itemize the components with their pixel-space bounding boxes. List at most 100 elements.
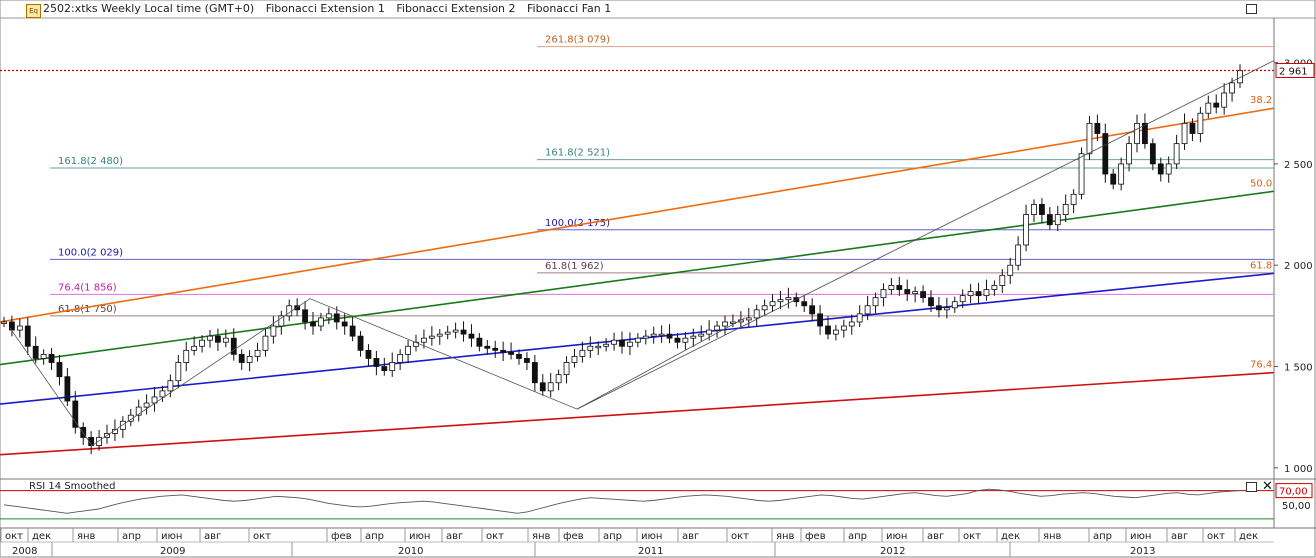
candle-body xyxy=(135,406,142,416)
candle-body xyxy=(325,313,332,319)
candle-body xyxy=(1213,102,1220,108)
candle-body xyxy=(468,333,475,339)
candle-body xyxy=(262,335,269,351)
candle-body xyxy=(999,274,1006,286)
indicator-fib-ext-1[interactable]: Fibonacci Extension 1 xyxy=(265,2,385,15)
month-label: фев xyxy=(563,531,584,542)
rsi-close-icon[interactable]: ✕ xyxy=(1262,479,1273,494)
indicator-fib-ext-2[interactable]: Fibonacci Extension 2 xyxy=(396,2,516,15)
candle-body xyxy=(167,380,174,392)
rsi-maximize-icon[interactable] xyxy=(1246,482,1257,492)
candle-body xyxy=(175,362,182,382)
candle-body xyxy=(959,295,966,303)
candle-body xyxy=(389,362,396,371)
candle-body xyxy=(555,374,562,384)
month-label: окт xyxy=(963,531,981,542)
candle-body xyxy=(1197,112,1204,134)
candle-body xyxy=(627,341,633,347)
candle-body xyxy=(722,321,728,327)
candle-body xyxy=(230,337,237,355)
price-tick-label: 1 000 xyxy=(1284,464,1313,475)
month-label: апр xyxy=(1093,531,1112,542)
maximize-icon[interactable] xyxy=(1246,4,1257,14)
fan-line-label: 61.8 xyxy=(1250,260,1272,271)
candle-body xyxy=(270,325,277,337)
rsi-title[interactable]: RSI 14 Smoothed xyxy=(29,481,116,492)
candle-body xyxy=(397,353,404,363)
rsi-tick-70: 70,00 xyxy=(1279,487,1308,498)
fib-level-label: 100.0(2 029) xyxy=(58,247,123,258)
candle-body xyxy=(207,335,213,341)
month-label: июн xyxy=(1130,531,1151,542)
candle-body xyxy=(215,335,221,343)
candle-body xyxy=(1039,204,1045,215)
candle-body xyxy=(159,390,166,398)
candle-body xyxy=(476,337,483,347)
candle-body xyxy=(833,329,839,335)
candle-body xyxy=(373,358,380,367)
candle-body xyxy=(64,376,71,402)
candle-body xyxy=(682,337,689,343)
candle-body xyxy=(801,301,808,307)
candle-body xyxy=(278,315,285,327)
candle-body xyxy=(769,301,776,307)
symbol-label[interactable]: 2502:xtks Weekly Local time (GMT+0) xyxy=(43,2,255,15)
month-label: окт xyxy=(5,531,23,542)
month-label: апр xyxy=(365,531,384,542)
candle-body xyxy=(714,325,720,331)
month-label: авг xyxy=(446,531,463,542)
price-tick-label: 1 500 xyxy=(1284,363,1313,374)
candle-body xyxy=(16,325,23,331)
candle-body xyxy=(809,305,816,315)
candle-body xyxy=(72,400,79,428)
candle-body xyxy=(1149,143,1156,165)
candle-body xyxy=(896,285,903,290)
candle-body xyxy=(32,345,39,359)
candle-body xyxy=(1110,173,1117,185)
candle-body xyxy=(825,325,831,335)
month-label: июн xyxy=(161,531,182,542)
candle-body xyxy=(975,291,982,297)
price-tick-label: 2 000 xyxy=(1284,261,1313,272)
candle-body xyxy=(579,349,586,357)
candle-body xyxy=(381,366,388,371)
year-label: 2013 xyxy=(1130,546,1155,557)
candle-body xyxy=(460,329,467,335)
candle-body xyxy=(1102,133,1109,175)
year-label: 2009 xyxy=(160,546,185,557)
candle-body xyxy=(1221,92,1228,108)
candle-body xyxy=(983,289,990,297)
candle-body xyxy=(1031,204,1037,215)
candle-body xyxy=(1173,143,1180,165)
candle-body xyxy=(48,353,55,363)
fan-line-label: 50.0 xyxy=(1250,178,1272,189)
candle-body xyxy=(1157,163,1164,175)
fib-level-label: 100.0(2 175) xyxy=(545,218,610,229)
fib-level-label: 261.8(3 079) xyxy=(545,35,610,46)
candle-body xyxy=(199,339,205,347)
candle-body xyxy=(753,309,760,319)
month-label: авг xyxy=(1171,531,1188,542)
candle-body xyxy=(428,335,435,339)
candle-body xyxy=(516,353,522,359)
fib-level-label: 161.8(2 521) xyxy=(545,148,610,159)
candle-body xyxy=(991,285,998,290)
month-label: янв xyxy=(1043,531,1062,542)
year-label: 2010 xyxy=(398,546,423,557)
month-label: фев xyxy=(331,531,352,542)
candle-body xyxy=(119,420,126,430)
month-label: апр xyxy=(848,531,867,542)
candle-body xyxy=(9,321,15,331)
extension-helper-path xyxy=(9,298,746,447)
candle-body xyxy=(254,349,261,357)
eq-icon[interactable]: Eq xyxy=(26,4,41,18)
indicator-fib-fan-1[interactable]: Fibonacci Fan 1 xyxy=(527,2,612,15)
month-label: апр xyxy=(603,531,622,542)
last-price-label: 2 961 xyxy=(1279,66,1308,77)
candle-body xyxy=(246,356,253,363)
candle-body xyxy=(1070,193,1077,205)
fib-level-label: 61.8(1 750) xyxy=(58,304,117,315)
month-label: янв xyxy=(532,531,551,542)
